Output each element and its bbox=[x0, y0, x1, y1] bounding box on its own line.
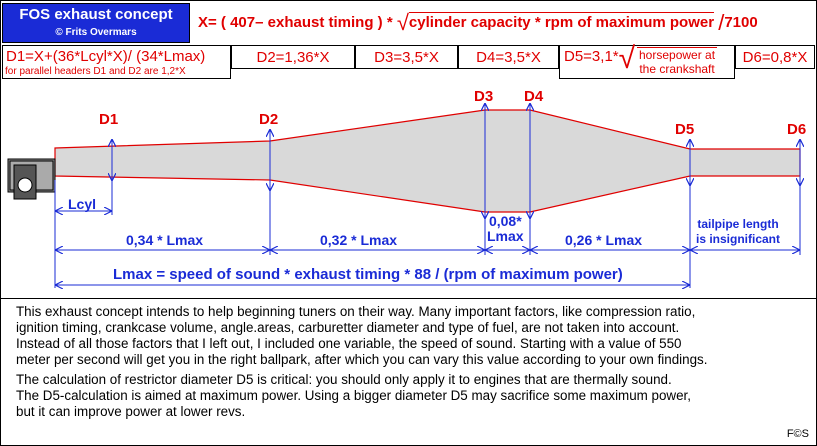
signature: F©S bbox=[786, 428, 809, 440]
label-d4: D4 bbox=[524, 88, 544, 105]
formula-middle: exhaust timing ) bbox=[267, 14, 383, 31]
formula-x: X= ( 407– exhaust timing ) * √cylinder c… bbox=[198, 10, 758, 35]
section-divider bbox=[0, 298, 817, 299]
paragraph-line: The calculation of restrictor diameter D… bbox=[16, 372, 672, 387]
exhaust-diagram bbox=[7, 0, 817, 300]
cell-d1: D1=X+(36*Lcyl*X)/ (34*Lmax) for parallel… bbox=[2, 45, 231, 79]
paragraph-line: ignition timing, crankcase volume, angle… bbox=[16, 320, 680, 335]
paragraph-line: meter per second will get you in the rig… bbox=[16, 352, 708, 367]
label-seg1: 0,34 * Lmax bbox=[126, 232, 204, 248]
label-lmax-formula: Lmax = speed of sound * exhaust timing *… bbox=[113, 266, 623, 283]
cell-d6: D6=0,8*X bbox=[735, 45, 815, 69]
label-lcyl: Lcyl bbox=[68, 196, 97, 212]
cell-d1-note: for parallel headers D1 and D2 are 1,2*X bbox=[5, 66, 186, 77]
title: FOS exhaust concept bbox=[19, 6, 173, 23]
cylinder-icon bbox=[7, 158, 56, 200]
label-seg3: 0,08* Lmax bbox=[487, 213, 524, 244]
paragraph-line: Instead of all those factors that I left… bbox=[16, 336, 682, 351]
paragraph-line: This exhaust concept intends to help beg… bbox=[16, 304, 696, 319]
label-tailpipe: tailpipe length is insignificant bbox=[696, 217, 781, 246]
label-d2: D2 bbox=[259, 111, 279, 128]
cell-d2: D2=1,36*X bbox=[231, 45, 355, 69]
paragraph-line: but it can improve power at lower revs. bbox=[16, 404, 246, 419]
label-seg4: 0,26 * Lmax bbox=[565, 232, 643, 248]
formula-radicand2: rpm of maximum power bbox=[544, 14, 715, 31]
label-d5: D5 bbox=[675, 121, 695, 138]
formula-radicand: cylinder capacity bbox=[408, 14, 531, 31]
cell-d5-radicand: horsepower at the crankshaft bbox=[637, 47, 718, 76]
cell-d5: D5=3,1*√ horsepower at the crankshaft bbox=[559, 44, 735, 79]
formula-lhs: X= ( 407 bbox=[198, 14, 256, 31]
copyright: © Frits Overmars bbox=[55, 27, 137, 38]
label-seg2: 0,32 * Lmax bbox=[320, 232, 398, 248]
title-box: FOS exhaust concept © Frits Overmars bbox=[2, 3, 190, 43]
label-d1: D1 bbox=[99, 111, 119, 128]
paragraph-line: The D5-calculation is aimed at maximum p… bbox=[16, 388, 691, 403]
label-d3: D3 bbox=[474, 88, 494, 105]
label-d6: D6 bbox=[787, 121, 807, 138]
cell-d3: D3=3,5*X bbox=[355, 45, 458, 69]
cell-d4: D4=3,5*X bbox=[458, 45, 559, 69]
formula-divisor: 7100 bbox=[724, 14, 758, 31]
